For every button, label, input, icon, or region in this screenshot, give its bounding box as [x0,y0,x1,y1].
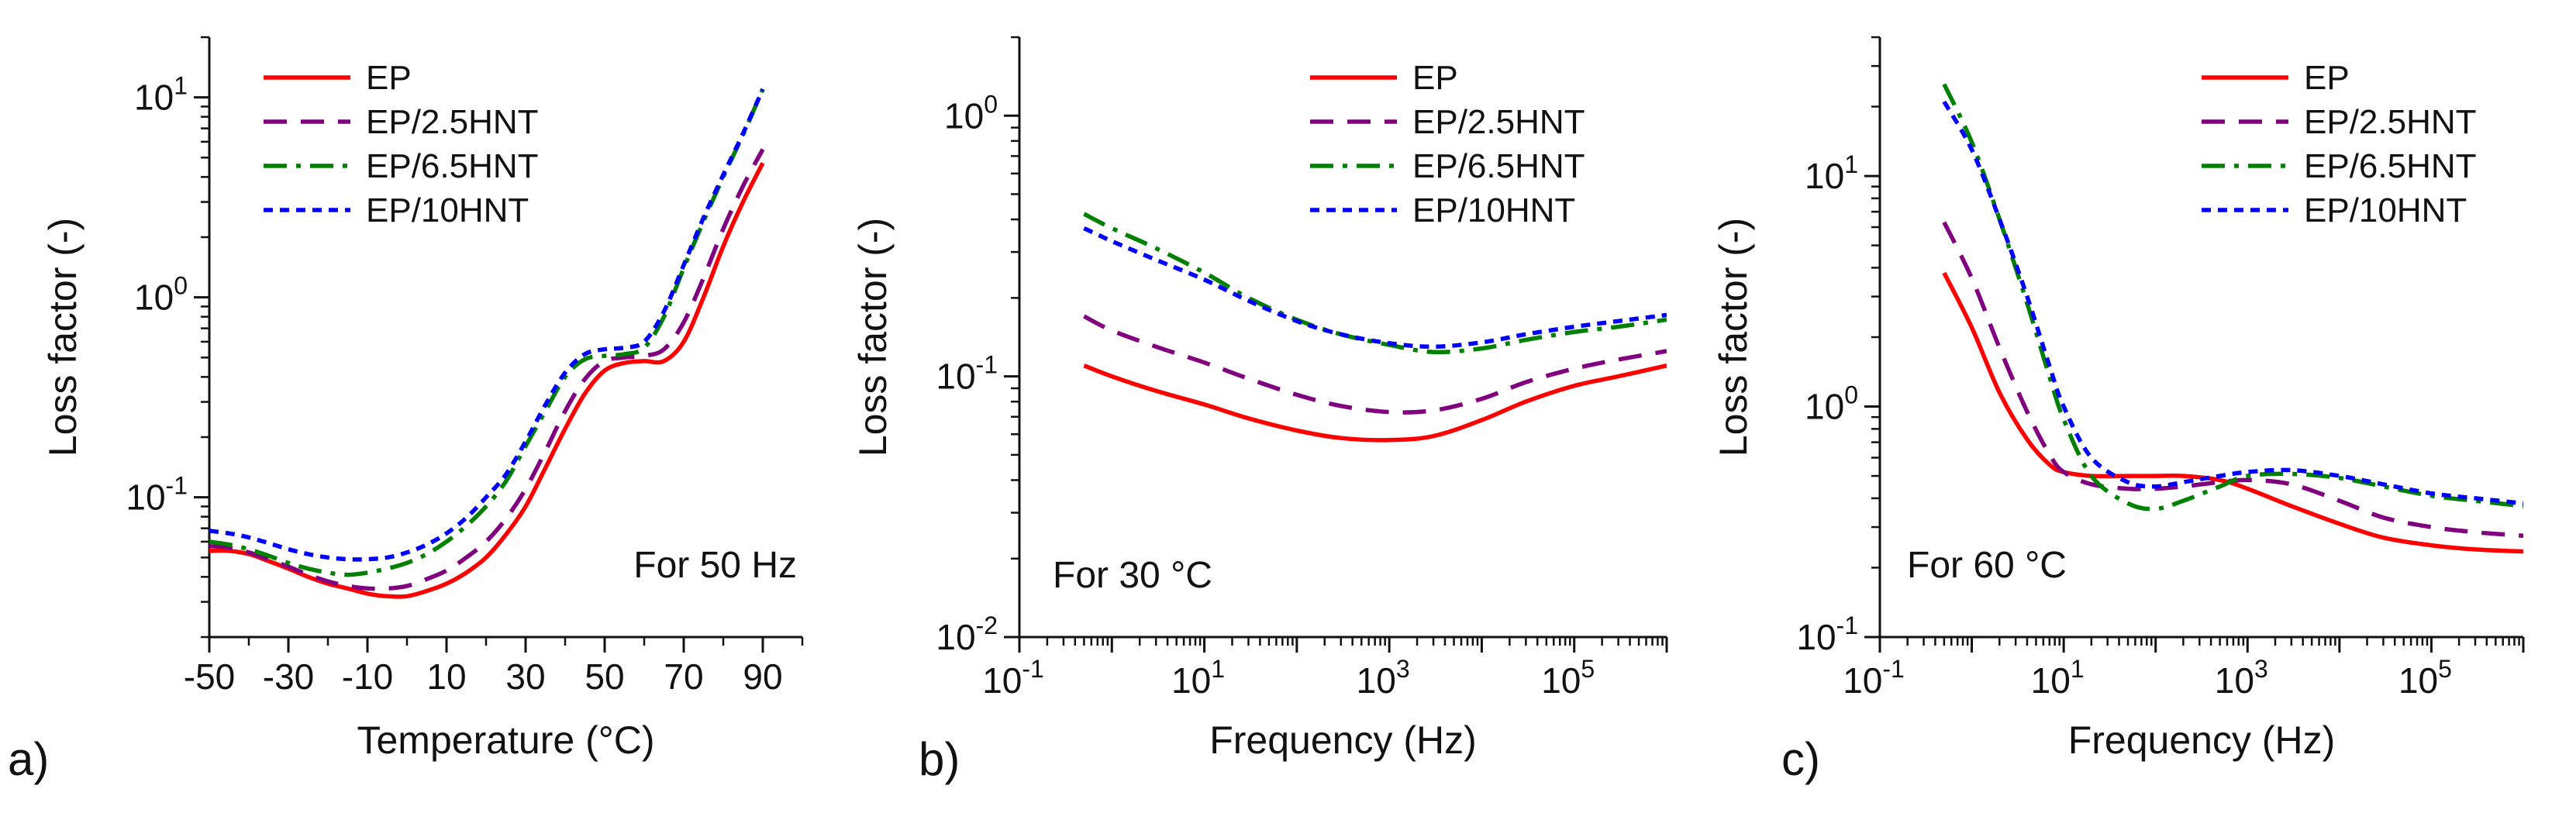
x-tick-label: 10-1 [982,655,1044,701]
x-tick-label: -50 [184,656,235,697]
y-tick-label: 100 [1805,381,1858,427]
legend-label: EP [1412,59,1458,97]
y-tick-label: 101 [134,72,188,118]
x-tick-label: 50 [585,656,624,697]
series-group [209,88,765,599]
series-line-ep [1083,363,1667,443]
x-tick-label: 10 [426,656,466,697]
condition-annotation: For 30 °C [1053,555,1212,596]
legend-label: EP/2.5HNT [366,103,539,141]
x-axis-label: Temperature (°C) [357,718,655,762]
x-tick-label: 90 [743,656,782,697]
legend-label: EP/6.5HNT [366,147,539,185]
series-group [1083,212,1667,443]
legend-label: EP/6.5HNT [1412,147,1585,185]
series-line-ep-10hnt [1083,226,1667,350]
series-line-ep-6-5hnt [1083,212,1667,355]
legend: EP EP/2.5HNT EP/6.5HNT EP/10HNT [264,59,539,229]
legend-label: EP/2.5HNT [2304,103,2477,141]
legend-label: EP/2.5HNT [1412,103,1585,141]
y-tick-label: 100 [134,272,188,318]
x-tick-label: 105 [2398,655,2452,701]
y-axis-label: Loss factor (-) [41,218,84,456]
x-tick-label: 105 [1541,655,1595,701]
legend-label: EP [366,59,412,97]
legend-label: EP/10HNT [366,191,529,229]
legend: EP EP/2.5HNT EP/6.5HNT EP/10HNT [1310,59,1585,229]
y-tick-label: 101 [1805,150,1858,196]
series-line-ep-10hnt [1942,100,2523,506]
legend: EP EP/2.5HNT EP/6.5HNT EP/10HNT [2202,59,2477,229]
chart-panel-a: 10-1 100 101 -50 -30 -10 10 30 50 70 90 Temperature… [8,36,804,785]
x-tick-label: 30 [505,656,545,697]
legend-label: EP/10HNT [1412,191,1575,229]
panel-label: b) [919,733,960,785]
x-axis-label: Frequency (Hz) [2068,718,2336,762]
legend-label: EP/6.5HNT [2304,147,2477,185]
x-tick-label: 70 [664,656,703,697]
y-tick-label: 10-1 [126,472,188,518]
series-line-ep [209,162,765,599]
y-tick-label: 10-1 [1796,611,1858,657]
condition-annotation: For 50 Hz [633,545,797,586]
x-tick-label: 103 [1357,655,1410,701]
x-tick-label: 103 [2215,655,2268,701]
y-axis-label: Loss factor (-) [851,218,895,456]
x-tick-label: 10-1 [1843,655,1905,701]
x-tick-label: 101 [2031,655,2085,701]
series-line-ep-2-5hnt [1942,221,2523,539]
legend-label: EP/10HNT [2304,191,2467,229]
y-tick-label: 10-2 [936,611,998,657]
legend-label: EP [2304,59,2350,97]
y-axis-label: Loss factor (-) [1712,218,1755,456]
panel-label: a) [8,733,49,785]
condition-annotation: For 60 °C [1907,545,2067,586]
y-tick-label: 100 [944,90,998,136]
series-line-ep [1942,271,2523,554]
series-group [1942,83,2523,554]
y-tick-label: 10-1 [936,351,998,397]
series-line-ep-10hnt [209,88,765,562]
x-tick-label: -30 [263,656,314,697]
x-axis-label: Frequency (Hz) [1209,718,1477,762]
x-tick-label: -10 [342,656,393,697]
panel-label: c) [1781,733,1820,785]
series-line-ep-2-5hnt [1083,314,1667,415]
chart-panel-c: 10-1 100 101 10-1 101 103 105 Frequency (Hz) Los… [1712,36,2525,785]
x-tick-label: 101 [1171,655,1225,701]
